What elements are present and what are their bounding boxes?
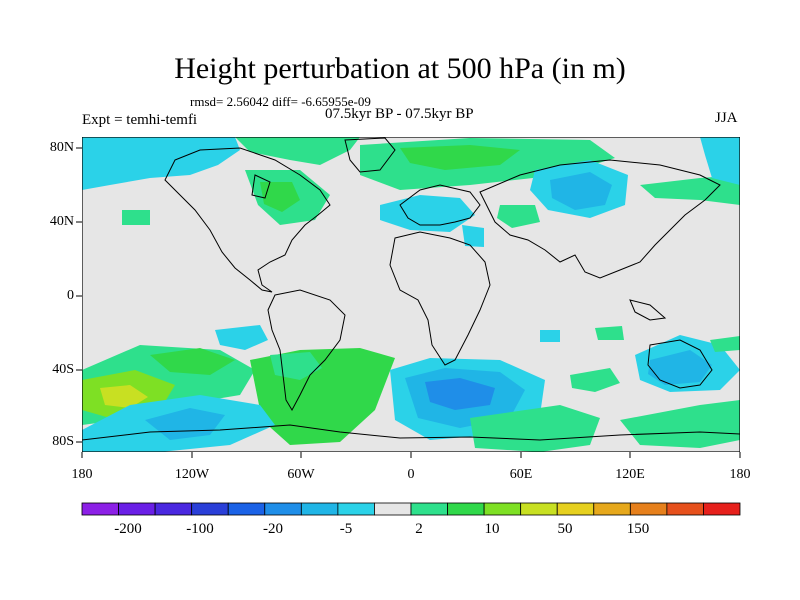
contour-region [620, 400, 740, 448]
contour-region [595, 326, 624, 340]
contour-region [470, 405, 600, 452]
colorbar-swatch [154, 502, 193, 516]
contour-region [100, 385, 148, 408]
lon-label: 120W [174, 467, 210, 482]
colorbar-swatch [593, 502, 631, 516]
colorbar-swatch [666, 502, 704, 516]
contour-region [122, 210, 150, 225]
statistics-line: rmsd= 2.56042 diff= -6.65955e-09 [190, 94, 371, 109]
lon-label: 0 [407, 467, 415, 482]
contour-region [648, 350, 712, 385]
colorbar-swatch [337, 502, 375, 516]
coastlines [82, 137, 740, 441]
lat-label: 40S [52, 362, 74, 377]
contour-region [150, 348, 235, 375]
colorbar [81, 502, 741, 516]
contour-region [540, 330, 560, 342]
contour-region [425, 378, 495, 410]
contour-region [710, 336, 740, 352]
axis-ticks [76, 147, 741, 458]
contour-region [260, 182, 300, 212]
colorbar-label: 150 [626, 521, 650, 537]
colorbar-swatch [374, 502, 412, 516]
colorbar-swatch [410, 502, 448, 516]
lat-label: 80N [49, 140, 74, 155]
colorbar-label: 10 [484, 521, 500, 537]
colorbar-swatch [483, 502, 522, 516]
colorbar-swatch [556, 502, 595, 516]
colorbar-label: 2 [415, 521, 423, 537]
contour-region [215, 325, 268, 350]
experiment-label: Expt = temhi-temfi [82, 112, 198, 128]
colorbar-swatch [264, 502, 302, 516]
lat-label: 80S [52, 434, 74, 449]
colorbar-swatch [118, 502, 156, 516]
season-label: JJA [715, 110, 738, 126]
colorbar-swatch [703, 502, 741, 516]
colorbar-label: -5 [339, 521, 353, 537]
contour-region [550, 172, 612, 210]
colorbar-label: 50 [557, 521, 573, 537]
lon-label: 60E [509, 467, 533, 482]
map-subtitle: 07.5kyr BP - 07.5kyr BP [325, 106, 474, 122]
lon-label: 60W [287, 467, 315, 482]
lat-label: 40N [49, 214, 74, 229]
contour-region [235, 137, 360, 165]
colorbar-swatch [629, 502, 668, 516]
lat-label: 0 [67, 288, 74, 303]
map-title: Height perturbation at 500 hPa (in m) [174, 52, 626, 85]
lon-label: 120E [615, 467, 645, 482]
colorbar-label: -100 [186, 521, 214, 537]
contour-region [400, 145, 520, 170]
colorbar-label: -200 [114, 521, 142, 537]
colorbar-swatch [520, 502, 558, 516]
contour-region [462, 225, 484, 247]
colorbar-swatch [227, 502, 266, 516]
colorbar-swatch [81, 502, 119, 516]
colorbar-swatch [447, 502, 485, 516]
colorbar-swatch [191, 502, 229, 516]
colorbar-label: -20 [263, 521, 283, 537]
contour-region [570, 368, 620, 392]
contour-region [497, 205, 540, 228]
lon-label: 180 [729, 467, 751, 482]
contour-region [700, 137, 740, 185]
lon-label: 180 [71, 467, 93, 482]
colorbar-swatch [300, 502, 339, 516]
